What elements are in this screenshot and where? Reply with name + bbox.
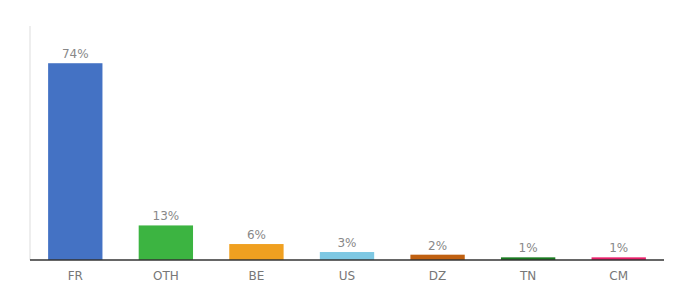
- data-label: 2%: [428, 239, 447, 253]
- x-tick-label: FR: [68, 269, 83, 283]
- bar: [139, 225, 193, 260]
- chart-container: 74% 13% 6% 3% 2% 1% 1% FR OTH BE US DZ TN CM: [0, 0, 680, 300]
- bar: [48, 63, 102, 260]
- x-tick-label: TN: [519, 269, 536, 283]
- bar: [320, 252, 374, 260]
- x-axis-line: [30, 259, 664, 261]
- data-label: 3%: [337, 236, 356, 250]
- y-axis-line: [30, 26, 31, 260]
- data-label: 1%: [519, 241, 538, 255]
- x-tick-label: US: [339, 269, 355, 283]
- x-tick-label: DZ: [429, 269, 446, 283]
- data-label: 74%: [62, 47, 89, 61]
- bar: [229, 244, 283, 260]
- data-label: 13%: [153, 209, 180, 223]
- x-tick-label: BE: [249, 269, 265, 283]
- x-tick-label: CM: [609, 269, 628, 283]
- bars: [48, 63, 646, 260]
- data-label: 1%: [609, 241, 628, 255]
- bar: [410, 255, 464, 260]
- data-label: 6%: [247, 228, 266, 242]
- x-tick-label: OTH: [153, 269, 179, 283]
- chart-svg: 74% 13% 6% 3% 2% 1% 1% FR OTH BE US DZ TN CM: [0, 0, 680, 300]
